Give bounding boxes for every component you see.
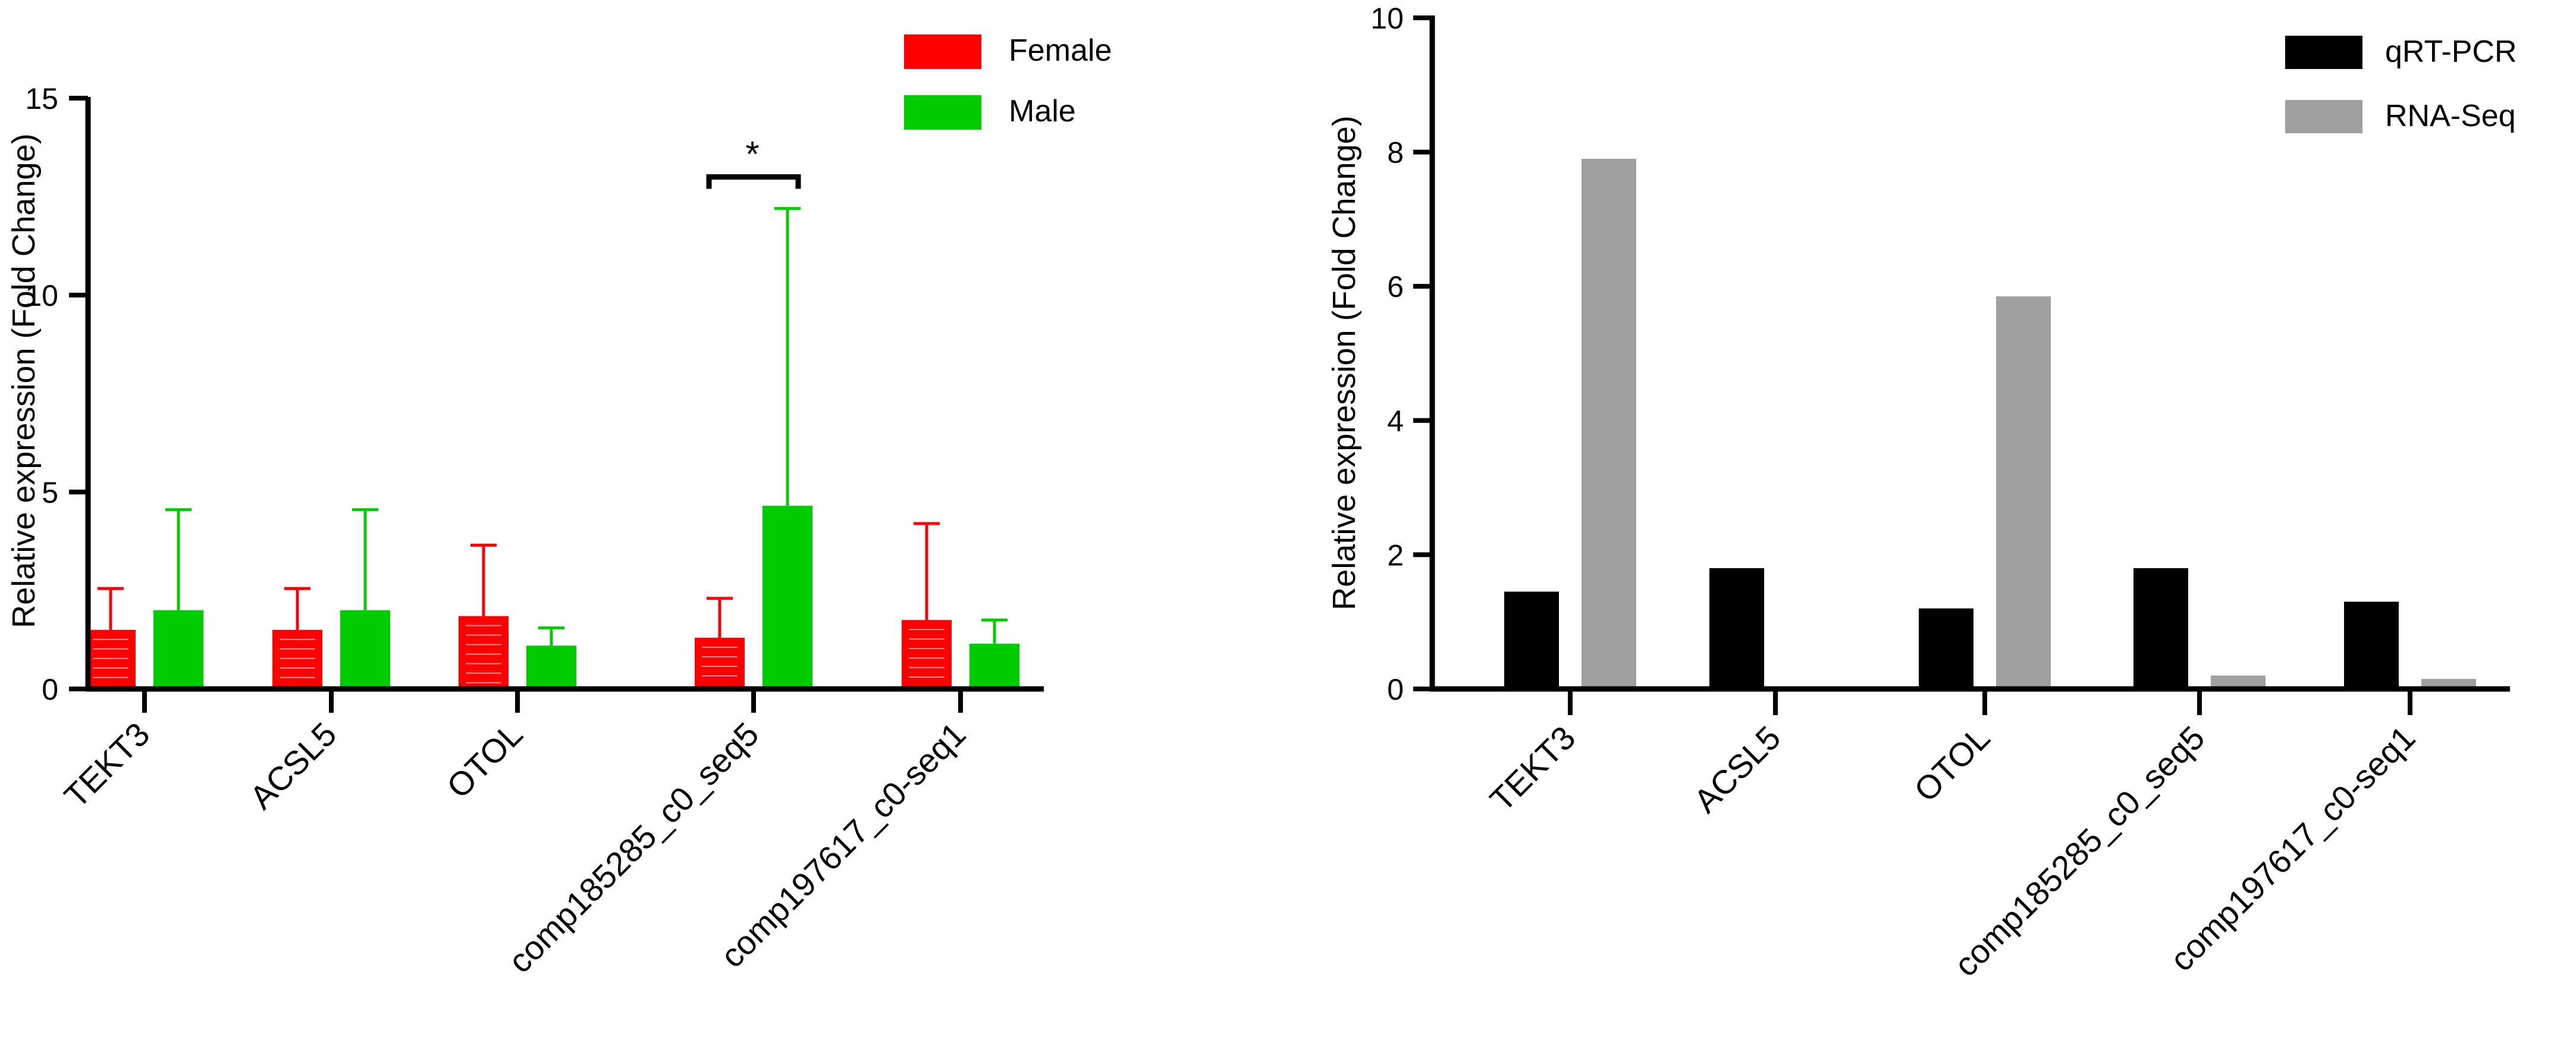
bar-rna-seq-tekt3	[1582, 158, 1636, 689]
y-axis-title: Relative expression (Fold Change)	[1326, 115, 1362, 610]
y-tick-label: 8	[1387, 136, 1404, 170]
legend: Female Male	[904, 33, 1112, 130]
legend: qRT-PCR RNA-Seq	[2285, 35, 2517, 133]
legend-label-qrtpcr: qRT-PCR	[2385, 35, 2517, 69]
legend-label-male: Male	[1009, 94, 1076, 129]
bar-rna-seq-otol	[1996, 296, 2051, 689]
legend-swatch-male	[904, 95, 981, 130]
bar-female-otol	[459, 616, 509, 689]
x-tick-label-otol: OTOL	[440, 715, 530, 806]
bar-female-tekt3	[86, 629, 136, 689]
chart-female-vs-male: Relative expression (Fold Change) 0 5 10 15…	[6, 33, 1112, 980]
y-tick-label: 0	[42, 673, 58, 706]
y-tick-label: 2	[1387, 538, 1404, 572]
y-tick-label: 10	[25, 279, 58, 312]
x-tick-label-acsl5: ACSL5	[1686, 719, 1787, 820]
y-tick-label: 6	[1387, 270, 1404, 303]
significance-star: *	[745, 134, 759, 174]
bar-male-otol	[526, 646, 576, 689]
x-tick-label-tekt3: TEKT3	[57, 715, 157, 815]
legend-label-rnaseq: RNA-Seq	[2385, 99, 2516, 133]
legend-swatch-female	[904, 35, 981, 69]
y-tick-label: 0	[1387, 673, 1404, 706]
bar-rna-seq-comp185285-c0-seq5	[2211, 675, 2266, 689]
bar-male-tekt3	[153, 610, 203, 689]
significance-bracket	[706, 174, 801, 189]
legend-swatch-qrtpcr	[2285, 36, 2362, 69]
x-tick-label-acsl5: ACSL5	[242, 715, 343, 816]
x-tick-label-comp197617-c0-seq1: comp197617_c0-seq1	[2163, 719, 2422, 978]
bar-male-acsl5	[340, 610, 390, 689]
y-tick-label: 4	[1387, 405, 1404, 438]
bar-female-acsl5	[272, 629, 322, 689]
bar-female-comp197617-c0-seq1	[902, 620, 952, 689]
bar-male-comp185285-c0-seq5	[763, 506, 812, 689]
bar-qrt-pcr-otol	[1919, 608, 1973, 689]
bar-qrt-pcr-tekt3	[1504, 591, 1559, 689]
legend-swatch-rnaseq	[2285, 100, 2362, 133]
x-tick-label-tekt3: TEKT3	[1483, 719, 1583, 819]
y-axis-title: Relative expression (Fold Change)	[6, 133, 42, 628]
bar-female-comp185285-c0-seq5	[695, 637, 745, 689]
bar-qrt-pcr-comp185285-c0-seq5	[2133, 568, 2188, 689]
y-tick-label: 10	[1370, 2, 1404, 35]
y-tick-label: 5	[42, 476, 58, 509]
chart-qrtpcr-vs-rnaseq: Relative expression (Fold Change) 0 2 4 6 8 1…	[1326, 2, 2517, 983]
y-tick-label: 15	[25, 82, 58, 115]
bar-qrt-pcr-acsl5	[1709, 568, 1764, 689]
bar-qrt-pcr-comp197617-c0-seq1	[2344, 601, 2399, 689]
x-tick-label-otol: OTOL	[1907, 719, 1997, 809]
legend-label-female: Female	[1009, 33, 1112, 68]
bar-male-comp197617-c0-seq1	[969, 643, 1019, 689]
